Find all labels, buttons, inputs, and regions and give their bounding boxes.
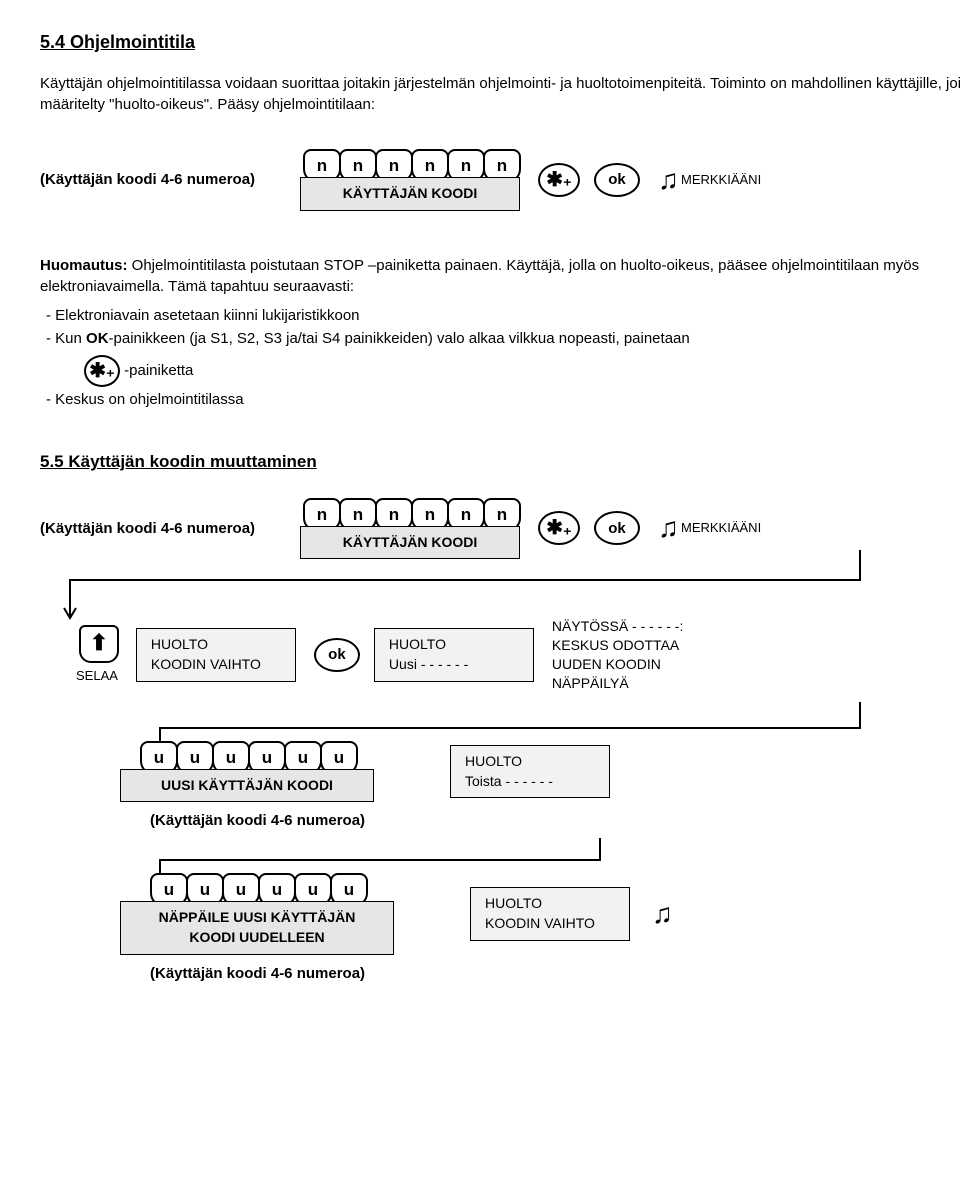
bullet-star-line: ✱₊ -painiketta — [80, 355, 960, 387]
key-star-icon[interactable]: ✱₊ — [538, 511, 580, 545]
repeat-caption-1: (Käyttäjän koodi 4-6 numeroa) — [150, 810, 960, 831]
code-entry-row-5-4: (Käyttäjän koodi 4-6 numeroa) n n n n n … — [40, 149, 960, 211]
user-code-box-5-4: KÄYTTÄJÄN KOODI — [300, 177, 520, 211]
sound-icon: ♫ — [658, 514, 679, 542]
repeat-user-code-box: NÄPPÄILE UUSI KÄYTTÄJÄN KOODI UUDELLEEN — [120, 901, 394, 954]
bullet-list-5-4: Elektroniavain asetetaan kiinni lukijari… — [40, 305, 960, 349]
selaa-label: SELAA — [76, 667, 118, 685]
note-5-4: Huomautus: Ohjelmointitilasta poistutaan… — [40, 255, 960, 297]
key-star-icon[interactable]: ✱₊ — [84, 355, 120, 387]
user-code-keys-5-4: n n n n n n KÄYTTÄJÄN KOODI — [300, 149, 520, 211]
sound-icon: ♫ — [652, 900, 673, 928]
user-code-caption-5-5: (Käyttäjän koodi 4-6 numeroa) — [40, 518, 300, 539]
sound-icon: ♫ — [658, 166, 679, 194]
section-5-4-heading: 5.4 Ohjelmointitila — [40, 30, 960, 55]
new-user-code-box: UUSI KÄYTTÄJÄN KOODI — [120, 769, 374, 803]
bullet-4: Keskus on ohjelmointitilassa — [62, 389, 960, 410]
key-ok-icon[interactable]: ok — [314, 638, 360, 672]
section-5-5-heading: 5.5 Käyttäjän koodin muuttaminen — [40, 450, 960, 474]
sound-label-5-4: MERKKIÄÄNI — [681, 171, 761, 189]
key-selaa-icon[interactable]: ⬆ — [79, 625, 119, 663]
new-code-row: u u u u u u UUSI KÄYTTÄJÄN KOODI HUOLTO … — [120, 741, 960, 803]
user-code-caption-5-4: (Käyttäjän koodi 4-6 numeroa) — [40, 169, 300, 190]
key-ok-icon[interactable]: ok — [594, 163, 640, 197]
key-ok-icon[interactable]: ok — [594, 511, 640, 545]
bullet-1: Elektroniavain asetetaan kiinni lukijari… — [62, 305, 960, 326]
user-code-box-5-5: KÄYTTÄJÄN KOODI — [300, 526, 520, 560]
selaa-row: ⬆ SELAA HUOLTO KOODIN VAIHTO ok HUOLTO U… — [52, 617, 960, 693]
final-box: HUOLTO KOODIN VAIHTO — [470, 887, 630, 940]
code-entry-row-5-5: (Käyttäjän koodi 4-6 numeroa) n n n n n … — [40, 498, 960, 560]
bullet-list-5-4b: Keskus on ohjelmointitilassa — [40, 389, 960, 410]
repeat-code-row: u u u u u u NÄPPÄILE UUSI KÄYTTÄJÄN KOOD… — [120, 873, 960, 954]
huolto-box-1: HUOLTO KOODIN VAIHTO — [136, 628, 296, 681]
sound-label-5-5: MERKKIÄÄNI — [681, 519, 761, 537]
display-info: NÄYTÖSSÄ - - - - - -: KESKUS ODOTTAA UUD… — [552, 617, 712, 693]
repeat-caption-2: (Käyttäjän koodi 4-6 numeroa) — [150, 963, 960, 984]
bullet-2: Kun OK-painikkeen (ja S1, S2, S3 ja/tai … — [62, 328, 960, 349]
key-star-icon[interactable]: ✱₊ — [538, 163, 580, 197]
toista-box: HUOLTO Toista - - - - - - — [450, 745, 610, 798]
section-5-4-body: Käyttäjän ohjelmointitilassa voidaan suo… — [40, 73, 960, 115]
huolto-box-2: HUOLTO Uusi - - - - - - — [374, 628, 534, 681]
